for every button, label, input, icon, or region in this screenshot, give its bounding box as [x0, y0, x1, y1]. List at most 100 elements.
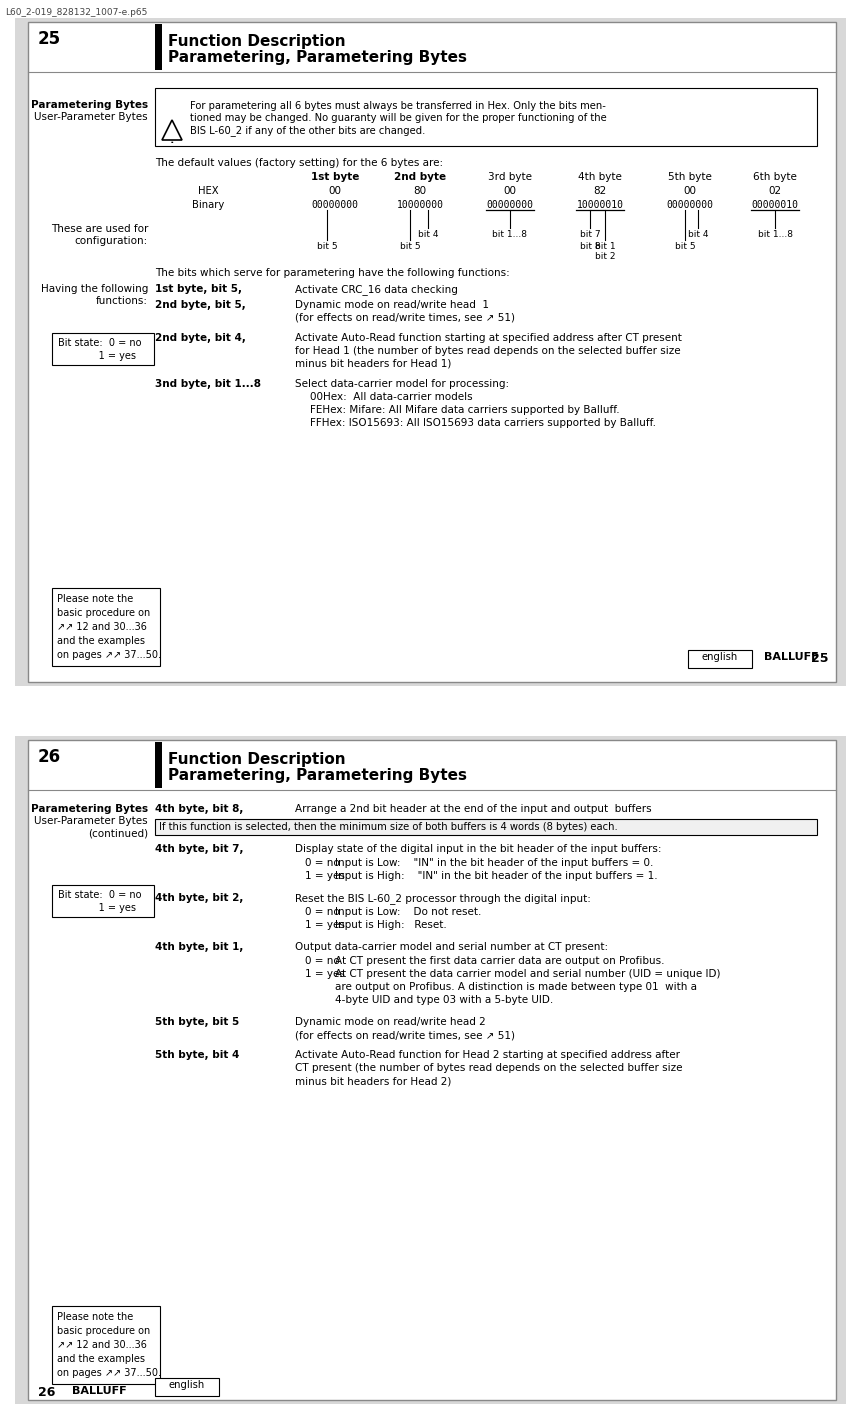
Text: These are used for: These are used for: [51, 224, 148, 234]
Text: 00000000: 00000000: [312, 200, 358, 210]
Text: 1 = yes: 1 = yes: [58, 902, 136, 912]
Text: 1 = yes: 1 = yes: [305, 871, 345, 881]
Text: The bits which serve for parametering have the following functions:: The bits which serve for parametering ha…: [155, 268, 510, 278]
Text: basic procedure on: basic procedure on: [57, 1327, 151, 1337]
Text: 4th byte, bit 2,: 4th byte, bit 2,: [155, 892, 244, 902]
Bar: [688, 650, 752, 668]
Text: Parametering, Parametering Bytes: Parametering, Parametering Bytes: [168, 768, 467, 783]
Text: 4th byte, bit 8,: 4th byte, bit 8,: [155, 804, 244, 814]
Polygon shape: [162, 120, 182, 140]
Text: 4th byte: 4th byte: [578, 171, 622, 181]
Text: !: !: [170, 136, 174, 146]
Text: 25: 25: [38, 30, 61, 49]
Text: FFHex: ISO15693: All ISO15693 data carriers supported by Balluff.: FFHex: ISO15693: All ISO15693 data carri…: [310, 418, 656, 428]
Text: 2nd byte, bit 5,: 2nd byte, bit 5,: [155, 300, 245, 310]
Text: functions:: functions:: [96, 296, 148, 306]
Text: 00000000: 00000000: [486, 200, 534, 210]
Text: bit 5: bit 5: [317, 241, 338, 251]
Text: 82: 82: [593, 186, 607, 196]
Text: Having the following: Having the following: [40, 284, 148, 294]
Text: 00: 00: [504, 186, 517, 196]
Text: Binary: Binary: [192, 200, 224, 210]
Text: for Head 1 (the number of bytes read depends on the selected buffer size: for Head 1 (the number of bytes read dep…: [295, 346, 681, 356]
Text: and the examples: and the examples: [57, 635, 145, 645]
Text: 00000000: 00000000: [666, 200, 714, 210]
Text: 00Hex:  All data-carrier models: 00Hex: All data-carrier models: [310, 393, 473, 403]
Text: 80: 80: [413, 186, 426, 196]
Bar: [52, 885, 154, 917]
Text: english: english: [169, 1379, 205, 1389]
Text: 00: 00: [329, 186, 342, 196]
Text: configuration:: configuration:: [75, 236, 148, 246]
Text: Output data-carrier model and serial number at CT present:: Output data-carrier model and serial num…: [295, 942, 608, 952]
Text: 2nd byte, bit 4,: 2nd byte, bit 4,: [155, 333, 246, 343]
Text: (for effects on read/write times, see ↗ 51): (for effects on read/write times, see ↗ …: [295, 1030, 515, 1040]
Text: Reset the BIS L-60_2 processor through the digital input:: Reset the BIS L-60_2 processor through t…: [295, 892, 591, 904]
Text: HEX: HEX: [198, 186, 219, 196]
Text: bit 8: bit 8: [579, 241, 600, 251]
Text: BALLUFF: BALLUFF: [72, 1387, 127, 1397]
Text: Dynamic mode on read/write head 2: Dynamic mode on read/write head 2: [295, 1017, 486, 1027]
Text: 0 = no: 0 = no: [305, 907, 340, 917]
Bar: [52, 1307, 160, 1384]
Text: 1 = yes: 1 = yes: [305, 970, 345, 980]
Text: on pages ↗↗ 37...50.: on pages ↗↗ 37...50.: [57, 650, 161, 660]
Text: minus bit headers for Head 1): minus bit headers for Head 1): [295, 358, 451, 368]
Text: 5th byte, bit 4: 5th byte, bit 4: [155, 1050, 239, 1060]
Bar: [155, 1378, 219, 1397]
Text: 4th byte, bit 7,: 4th byte, bit 7,: [155, 844, 244, 854]
Text: 4-byte UID and type 03 with a 5-byte UID.: 4-byte UID and type 03 with a 5-byte UID…: [335, 995, 554, 1005]
Text: 0 = no: 0 = no: [305, 955, 340, 965]
Text: Activate Auto-Read function starting at specified address after CT present: Activate Auto-Read function starting at …: [295, 333, 682, 343]
Text: Bit state:  0 = no: Bit state: 0 = no: [58, 890, 141, 900]
Text: ↗↗ 12 and 30...36: ↗↗ 12 and 30...36: [57, 1339, 147, 1349]
Text: User-Parameter Bytes: User-Parameter Bytes: [34, 111, 148, 121]
Text: bit 5: bit 5: [675, 241, 696, 251]
Text: Function Description: Function Description: [168, 753, 345, 767]
Text: The default values (factory setting) for the 6 bytes are:: The default values (factory setting) for…: [155, 159, 443, 169]
Text: 02: 02: [768, 186, 782, 196]
Text: 6th byte: 6th byte: [753, 171, 797, 181]
Text: 1st byte, bit 5,: 1st byte, bit 5,: [155, 284, 242, 294]
Text: At CT present the first data carrier data are output on Profibus.: At CT present the first data carrier dat…: [335, 955, 665, 965]
Bar: [28, 740, 836, 1399]
Bar: [155, 89, 817, 146]
Text: 4th byte, bit 1,: 4th byte, bit 1,: [155, 942, 244, 952]
Text: Display state of the digital input in the bit header of the input buffers:: Display state of the digital input in th…: [295, 844, 661, 854]
Text: 10000000: 10000000: [397, 200, 443, 210]
Text: ↗↗ 12 and 30...36: ↗↗ 12 and 30...36: [57, 623, 147, 633]
Text: Please note the: Please note the: [57, 594, 133, 604]
Text: Please note the: Please note the: [57, 1312, 133, 1322]
Text: bit 5: bit 5: [400, 241, 420, 251]
Text: User-Parameter Bytes: User-Parameter Bytes: [34, 815, 148, 825]
Bar: [155, 24, 162, 70]
Text: (continued): (continued): [88, 828, 148, 838]
Text: Bit state:  0 = no: Bit state: 0 = no: [58, 338, 141, 348]
Text: 00: 00: [684, 186, 697, 196]
Text: (for effects on read/write times, see ↗ 51): (for effects on read/write times, see ↗ …: [295, 313, 515, 323]
Text: Input is Low:    "IN" in the bit header of the input buffers = 0.: Input is Low: "IN" in the bit header of …: [335, 858, 653, 868]
Text: 3nd byte, bit 1...8: 3nd byte, bit 1...8: [155, 378, 261, 388]
Text: FEHex: Mifare: All Mifare data carriers supported by Balluff.: FEHex: Mifare: All Mifare data carriers …: [310, 406, 620, 416]
Text: If this function is selected, then the minimum size of both buffers is 4 words (: If this function is selected, then the m…: [159, 823, 617, 833]
Text: bit 7: bit 7: [579, 230, 600, 238]
Text: 5th byte: 5th byte: [668, 171, 712, 181]
Text: 10000010: 10000010: [577, 200, 623, 210]
Bar: [28, 21, 836, 683]
Bar: [52, 588, 160, 665]
Bar: [155, 743, 162, 788]
Text: 26: 26: [38, 748, 61, 765]
Text: 3rd byte: 3rd byte: [488, 171, 532, 181]
Text: At CT present the data carrier model and serial number (UID = unique ID): At CT present the data carrier model and…: [335, 970, 721, 980]
Bar: [52, 333, 154, 366]
Text: 5th byte, bit 5: 5th byte, bit 5: [155, 1017, 239, 1027]
Bar: [0, 685, 861, 735]
Text: 1st byte: 1st byte: [311, 171, 359, 181]
Text: bit 4: bit 4: [688, 230, 709, 238]
Text: are output on Profibus. A distinction is made between type 01  with a: are output on Profibus. A distinction is…: [335, 982, 697, 992]
Bar: [15, 735, 846, 1404]
Bar: [15, 19, 846, 685]
Text: and the examples: and the examples: [57, 1354, 145, 1364]
Text: Function Description: Function Description: [168, 34, 345, 49]
Text: 1 = yes: 1 = yes: [305, 920, 345, 930]
